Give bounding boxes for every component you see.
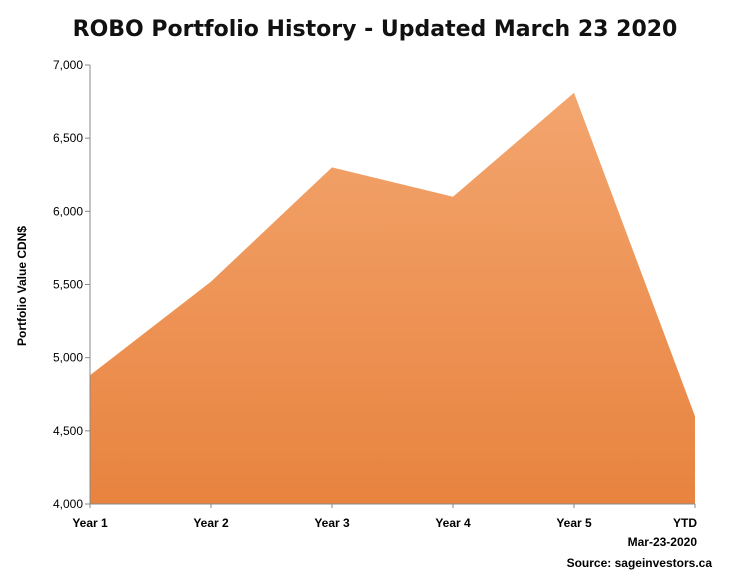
y-tick-label: 5,500: [53, 278, 83, 292]
chart-title: ROBO Portfolio History - Updated March 2…: [73, 17, 678, 42]
y-tick-label: 6,000: [53, 204, 83, 218]
x-tick-label: Year 4: [435, 516, 471, 530]
x-tick-label: Year 3: [314, 516, 350, 530]
source-note: Source: sageinvestors.ca: [567, 556, 713, 570]
y-tick-label: 6,500: [53, 131, 83, 145]
x-tick-label: YTD: [673, 516, 697, 530]
area-series-fill: [90, 92, 695, 504]
y-tick-label: 4,000: [53, 497, 83, 511]
x-tick-label: Year 5: [556, 516, 592, 530]
y-tick-label: 7,000: [53, 58, 83, 72]
x-tick-label: Year 2: [193, 516, 229, 530]
y-tick-label: 4,500: [53, 424, 83, 438]
area-layer: [89, 92, 696, 504]
y-axis-label: Portfolio Value CDN$: [15, 226, 29, 346]
x-tick-layer: Year 1 Year 2 Year 3 Year 4 Year 5 YTD Mar-23-…: [72, 504, 697, 549]
y-tick-label: 5,000: [53, 351, 83, 365]
y-tick-layer: 4,000 4,500 5,000 5,500 6,000 6,500 7,000: [53, 58, 90, 511]
x-tick-label: Year 1: [72, 516, 108, 530]
x-tick-sublabel: Mar-23-2020: [628, 535, 698, 549]
